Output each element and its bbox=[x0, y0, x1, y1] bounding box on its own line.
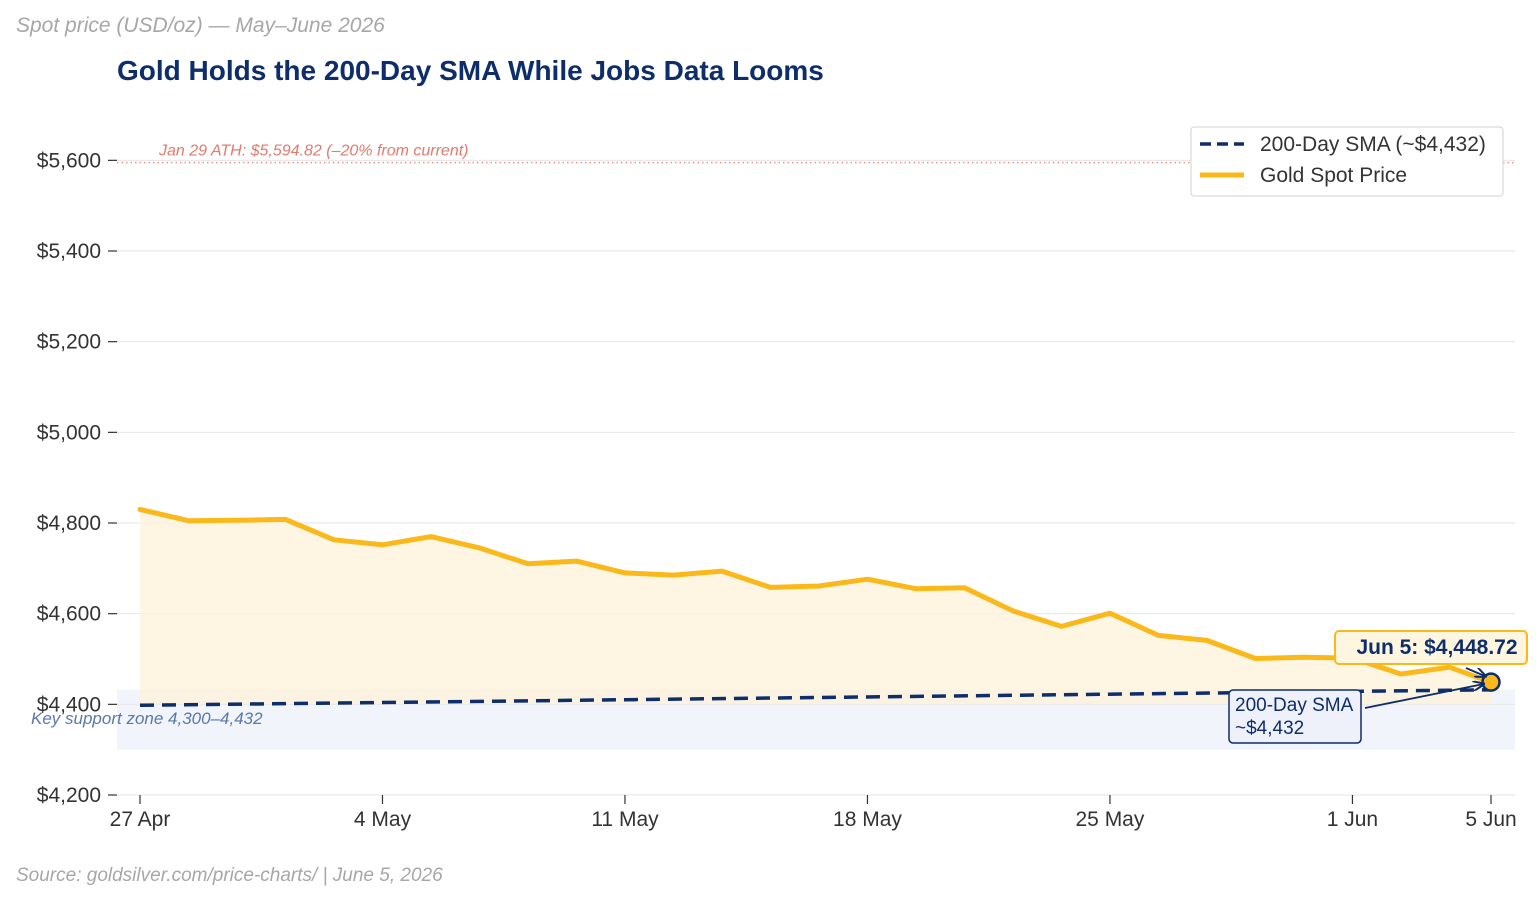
y-tick-label: $4,800 bbox=[37, 512, 101, 535]
x-tick-label: 18 May bbox=[833, 808, 902, 831]
legend-label: Gold Spot Price bbox=[1260, 164, 1407, 187]
last-price-callout-label: Jun 5: $4,448.72 bbox=[1356, 636, 1517, 659]
y-tick-label: $4,200 bbox=[37, 784, 101, 807]
sma-callout-box bbox=[1228, 689, 1362, 744]
sma-callout-arrow bbox=[1364, 684, 1483, 709]
chart-subtitle: Spot price (USD/oz) — May–June 2026 bbox=[16, 14, 385, 37]
y-tick-label: $4,600 bbox=[37, 603, 101, 626]
y-tick-label: $5,600 bbox=[37, 149, 101, 172]
support-zone-label: Key support zone 4,300–4,432 bbox=[31, 709, 263, 728]
annotation-layer: Jun 5: $4,448.72 200-Day SMA~$4,432 bbox=[1228, 630, 1528, 744]
x-tick-label: 25 May bbox=[1076, 808, 1145, 831]
series-layer bbox=[137, 506, 1494, 707]
x-tick-label: 11 May bbox=[591, 808, 659, 831]
x-tick-label: 5 Jun bbox=[1465, 808, 1516, 831]
gold-price-area bbox=[140, 509, 1491, 705]
gold-price-line bbox=[137, 506, 1494, 685]
x-tick-label: 27 Apr bbox=[110, 808, 171, 831]
reference-line-layer: Jan 29 ATH: $5,594.82 (–20% from current… bbox=[117, 143, 1515, 164]
last-price-callout-arrow bbox=[1465, 667, 1485, 676]
y-tick-label: $5,400 bbox=[37, 240, 101, 263]
legend: 200-Day SMA (~$4,432) Gold Spot Price bbox=[1190, 126, 1504, 197]
legend-box bbox=[1190, 126, 1504, 197]
sma-callout-line2: ~$4,432 bbox=[1235, 718, 1304, 739]
y-tick-label: $5,200 bbox=[37, 331, 101, 354]
last-price-marker bbox=[1481, 672, 1501, 692]
x-tick-label: 1 Jun bbox=[1327, 808, 1378, 831]
y-tick-label: $4,400 bbox=[37, 693, 101, 716]
last-price-callout-box bbox=[1334, 630, 1528, 665]
axes-layer: $4,200 $4,400 $4,600 $4,800 $5,000 $5,200 $5,4… bbox=[37, 149, 1517, 831]
y-tick-label: $5,000 bbox=[37, 421, 101, 444]
sma-callout-line1: 200-Day SMA bbox=[1235, 695, 1354, 716]
chart-source: Source: goldsilver.com/price-charts/ | J… bbox=[16, 865, 443, 886]
ath-reference-label: Jan 29 ATH: $5,594.82 (–20% from current… bbox=[158, 143, 468, 160]
legend-label: 200-Day SMA (~$4,432) bbox=[1260, 133, 1486, 156]
chart-title: Gold Holds the 200-Day SMA While Jobs Da… bbox=[117, 55, 824, 86]
x-tick-label: 4 May bbox=[354, 808, 412, 831]
